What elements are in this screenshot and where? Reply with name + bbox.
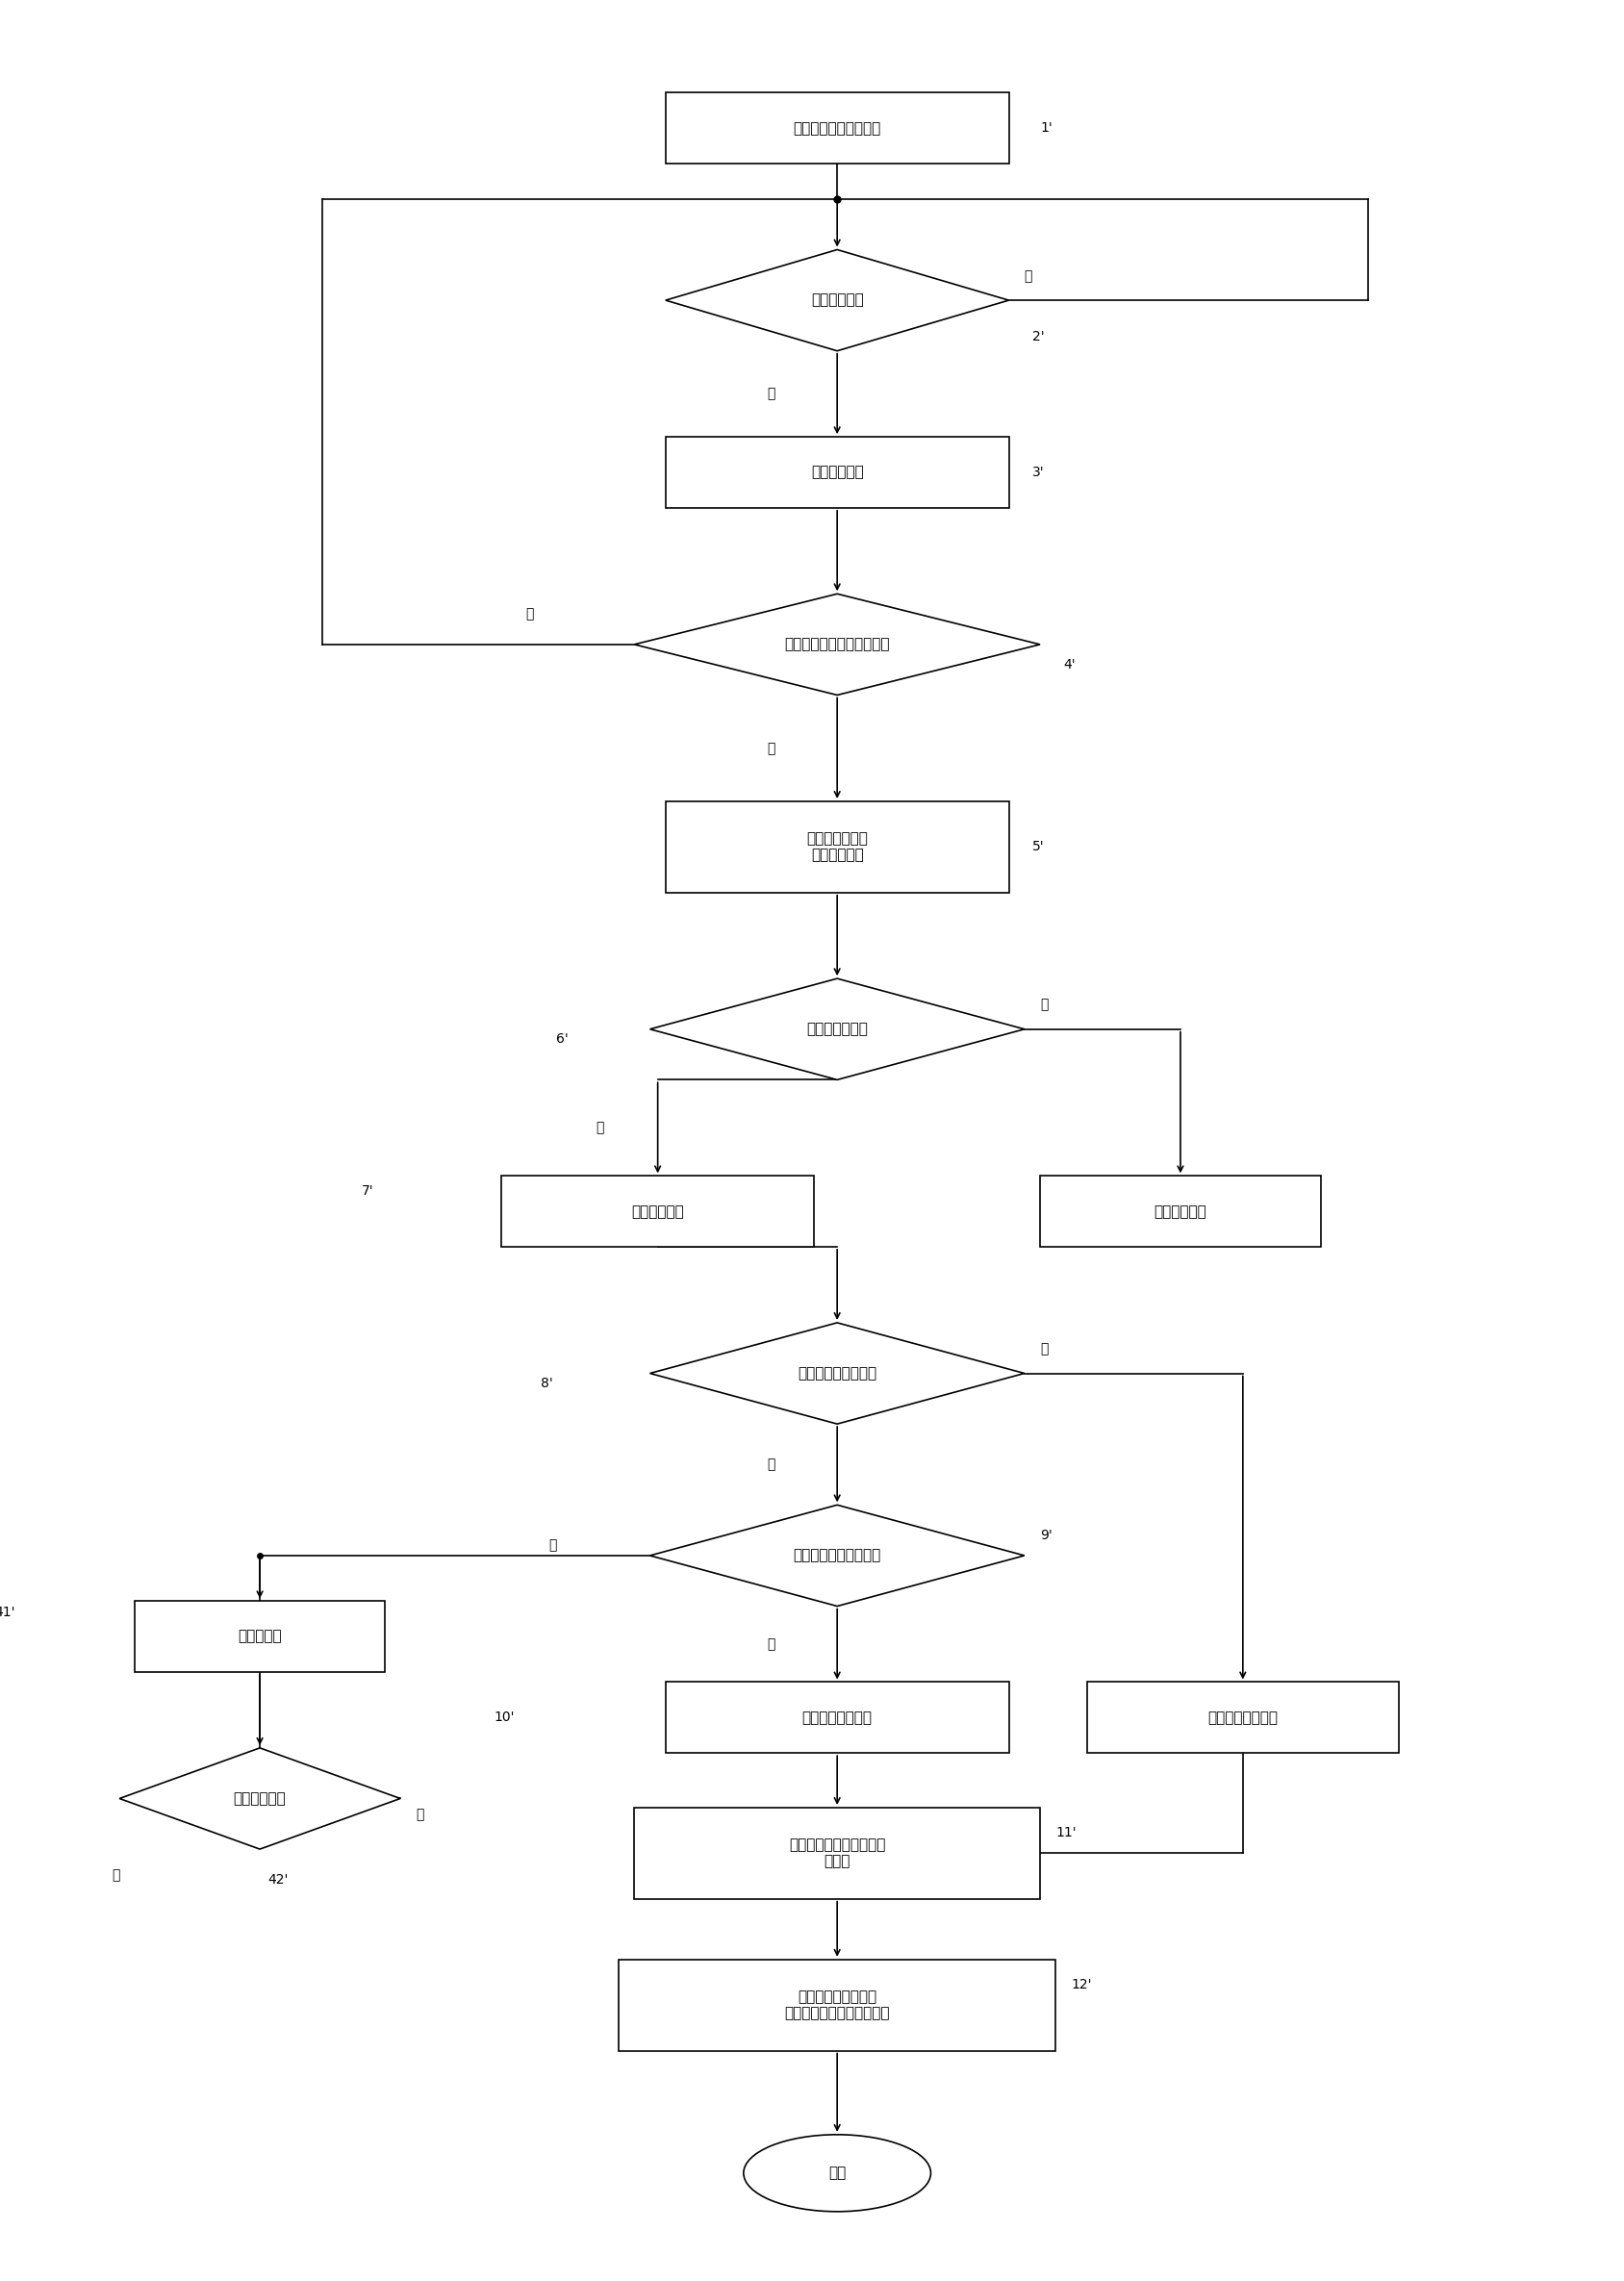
Polygon shape (650, 979, 1025, 1079)
Text: 2': 2' (1033, 331, 1044, 344)
Text: 是: 是 (112, 1868, 120, 1882)
Ellipse shape (744, 2135, 931, 2213)
Text: 等待用户拨号: 等待用户拨号 (810, 465, 864, 479)
Text: 是: 是 (767, 741, 775, 755)
Text: 41': 41' (0, 1606, 15, 1620)
Bar (666, 1681, 1009, 1754)
Text: 否: 否 (525, 607, 533, 620)
Text: 12': 12' (1072, 1978, 1091, 1991)
Text: 7': 7' (361, 1184, 374, 1198)
Text: 端点与物理通道初始化: 端点与物理通道初始化 (793, 121, 882, 135)
Text: 是: 是 (767, 1638, 775, 1651)
Bar (619, 1959, 1056, 2051)
Text: 11': 11' (1056, 1827, 1077, 1841)
Text: 选取默认绑定端点: 选取默认绑定端点 (1208, 1711, 1278, 1724)
Text: 默认绑定端点是否忙: 默认绑定端点是否忙 (797, 1366, 877, 1380)
Polygon shape (666, 249, 1009, 351)
Text: 42': 42' (268, 1873, 287, 1886)
Bar (502, 1177, 814, 1248)
Text: 是: 是 (1039, 999, 1047, 1010)
Text: 发出完成绑定的消息
信令处理模块执行呼叫流程: 发出完成绑定的消息 信令处理模块执行呼叫流程 (784, 1989, 890, 2021)
Text: 1': 1' (1039, 121, 1052, 135)
Text: 用户是否挂机: 用户是否挂机 (234, 1791, 286, 1807)
Bar (1039, 1177, 1320, 1248)
Text: 是否在规定时限内完成拨号: 是否在规定时限内完成拨号 (784, 636, 890, 652)
Text: 4': 4' (1064, 657, 1075, 671)
Text: 6': 6' (557, 1033, 568, 1047)
Text: 将该物理通道与选定的端
点绑定: 将该物理通道与选定的端 点绑定 (789, 1838, 885, 1868)
Text: 发出告警音: 发出告警音 (237, 1629, 283, 1645)
Text: 建立内部通话: 建立内部通话 (1155, 1204, 1207, 1218)
Text: 否: 否 (1039, 1341, 1047, 1355)
Text: 选取一个空闲端点: 选取一个空闲端点 (802, 1711, 872, 1724)
Polygon shape (650, 1505, 1025, 1606)
Text: 3': 3' (1033, 465, 1044, 479)
Text: 物理通道管理器
接收所拨号码: 物理通道管理器 接收所拨号码 (807, 830, 867, 862)
Text: 8': 8' (541, 1378, 554, 1389)
Text: 是: 是 (767, 1458, 775, 1471)
Text: 是否存在其它空闲端点: 是否存在其它空闲端点 (793, 1549, 882, 1562)
Text: 否: 否 (416, 1809, 424, 1823)
Text: 完毕: 完毕 (828, 2167, 846, 2181)
Text: 申请空闲端点: 申请空闲端点 (632, 1204, 684, 1218)
Text: 5': 5' (1033, 839, 1044, 853)
Bar (666, 94, 1009, 164)
Text: 是: 是 (767, 388, 775, 401)
Text: 否: 否 (549, 1540, 557, 1551)
Text: 用户是否摘机: 用户是否摘机 (810, 292, 864, 308)
Bar (1086, 1681, 1398, 1754)
Polygon shape (635, 593, 1039, 696)
Polygon shape (120, 1747, 400, 1850)
Bar (135, 1601, 385, 1672)
Polygon shape (650, 1323, 1025, 1423)
Text: 否: 否 (1025, 269, 1033, 283)
Bar (666, 438, 1009, 509)
Bar (635, 1807, 1039, 1898)
Text: 否: 否 (596, 1120, 604, 1134)
Text: 10': 10' (494, 1711, 515, 1724)
Bar (666, 801, 1009, 892)
Text: 9': 9' (1039, 1528, 1052, 1542)
Text: 是否为内部号码: 是否为内部号码 (807, 1022, 867, 1036)
